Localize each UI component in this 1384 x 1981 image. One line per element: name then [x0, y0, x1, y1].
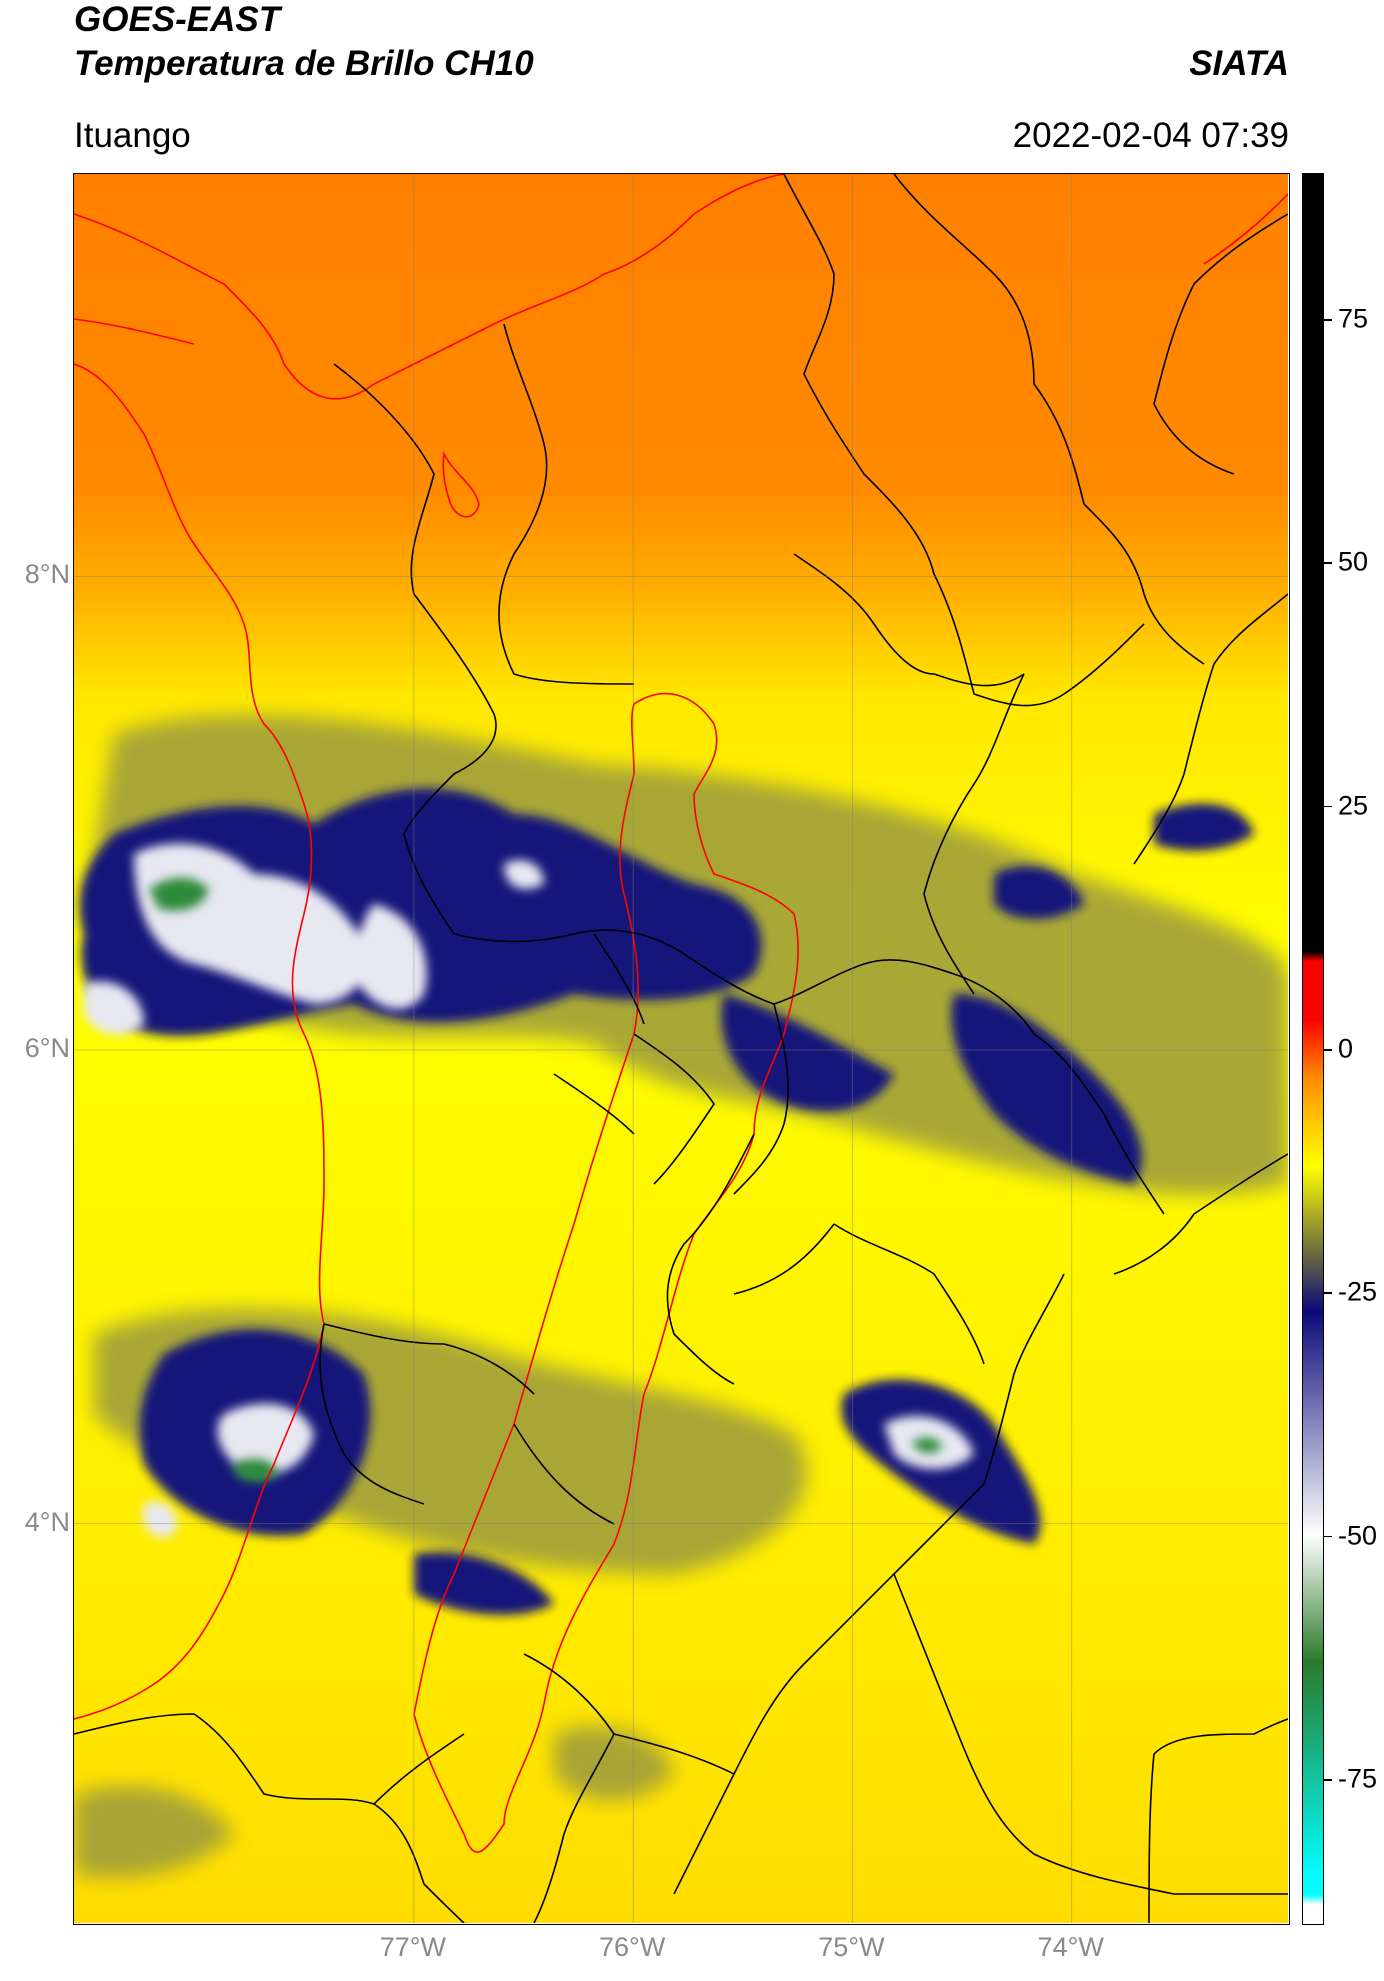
colorbar-tick-label: -50	[1338, 1520, 1378, 1551]
satellite-title: GOES-EAST	[74, 0, 281, 39]
lat-tick-label: 8°N	[24, 559, 70, 590]
coldest-tops	[149, 877, 942, 1483]
brightness-temperature-map[interactable]	[73, 173, 1290, 1925]
lon-tick-label: 76°W	[598, 1932, 666, 1962]
lon-tick-label: 74°W	[1037, 1932, 1104, 1962]
colorbar-tick-mark	[1324, 1535, 1332, 1538]
colorbar-tick-mark	[1324, 319, 1332, 321]
colorbar-tick-mark	[1324, 1049, 1332, 1051]
colorbar-tick-mark	[1324, 562, 1332, 564]
product-title: Temperatura de Brillo CH10	[74, 44, 534, 83]
colorbar-tick-label: -25	[1338, 1276, 1378, 1307]
colorbar-tick-label: 0	[1338, 1033, 1354, 1064]
agency-label: SIATA	[1189, 44, 1289, 83]
colorbar-tick-label: 75	[1338, 303, 1369, 334]
department-borders	[74, 174, 1288, 1923]
antioquia-border	[413, 692, 799, 1853]
datetime-label: 2022-02-04 07:39	[1012, 116, 1289, 155]
colorbar-tick-mark	[1324, 805, 1332, 808]
colorbar-tick-label: 50	[1338, 546, 1369, 577]
colorbar-tick-label: 25	[1338, 790, 1369, 821]
lat-tick-label: 4°N	[24, 1506, 70, 1537]
lat-tick-label: 6°N	[24, 1033, 70, 1063]
lon-tick-label: 75°W	[818, 1932, 885, 1962]
colorbar	[1302, 173, 1324, 1925]
location-label: Ituango	[74, 116, 191, 155]
lon-tick-label: 77°W	[379, 1932, 447, 1962]
colorbar-tick-mark	[1324, 1292, 1332, 1294]
colorbar-tick-label: -75	[1338, 1763, 1378, 1794]
graticule	[74, 174, 1288, 1923]
coastline	[74, 174, 1288, 1720]
colorbar-tick-mark	[1324, 1779, 1332, 1781]
